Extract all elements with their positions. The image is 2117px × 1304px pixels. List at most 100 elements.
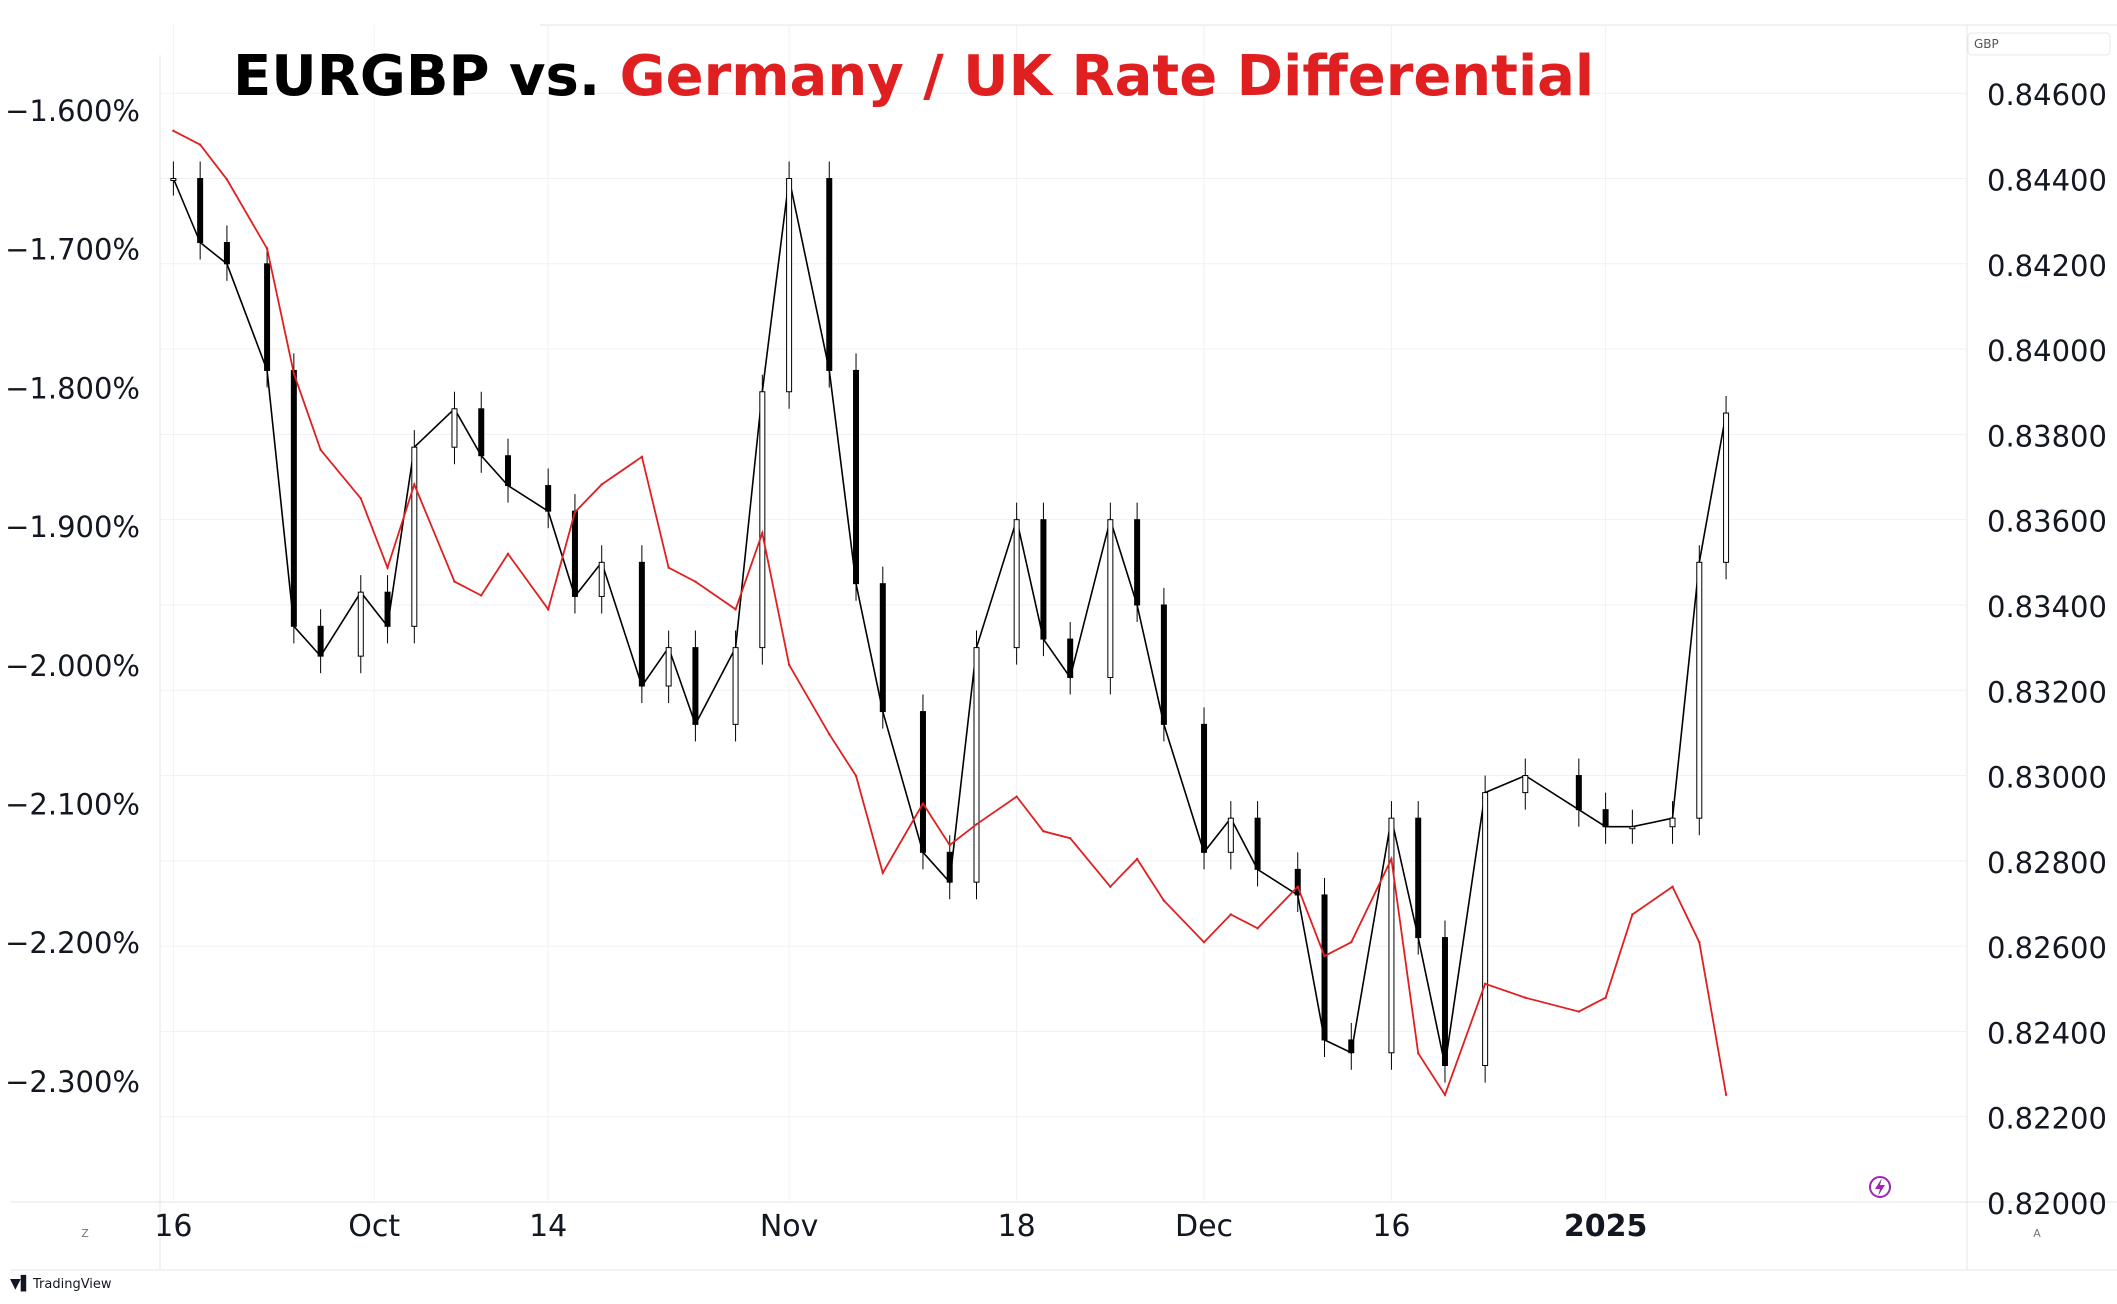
eurgbp-candle xyxy=(759,391,766,649)
left-axis-tick-label: −1.600% xyxy=(5,94,140,128)
rate-differential-point xyxy=(1109,885,1112,888)
tradingview-logo-mark: ▼▌ xyxy=(10,1274,32,1292)
series-layer xyxy=(170,129,1730,1097)
x-axis-tick-label: 16 xyxy=(154,1209,192,1244)
rate-differential-point xyxy=(734,608,737,611)
left-axis-tick-label: −1.700% xyxy=(5,233,140,267)
x-axis-tick-label: 2025 xyxy=(1564,1209,1648,1244)
zoom-corner-label[interactable]: Z xyxy=(81,1227,89,1240)
rate-differential-point xyxy=(265,247,269,250)
rate-differential-point xyxy=(506,552,510,556)
eurgbp-candle xyxy=(264,263,271,371)
rate-differential-point xyxy=(1443,1093,1447,1096)
right-axis-tick-label: 0.83200 xyxy=(1987,675,2107,709)
eurgbp-candle xyxy=(384,591,391,627)
eurgbp-candle xyxy=(1482,792,1489,1067)
right-axis-tick-label: 0.84200 xyxy=(1987,249,2107,283)
eurgbp-candle xyxy=(1040,519,1047,640)
eurgbp-candle xyxy=(411,446,418,627)
rate-differential-point xyxy=(1323,954,1326,958)
rate-differential-point xyxy=(292,372,296,375)
x-axis-tick-label: Nov xyxy=(760,1209,819,1244)
eurgbp-candle xyxy=(223,241,230,265)
rate-differential-point xyxy=(1068,836,1072,840)
rate-differential-point xyxy=(667,566,670,569)
x-axis-tick-label: Oct xyxy=(348,1209,400,1244)
rate-differential-point xyxy=(172,129,175,133)
axis-layer: 0.84600 0.84400 0.84200 0.84000 0.83800 0.836… xyxy=(5,78,2107,1244)
rate-differential-point xyxy=(573,511,577,514)
eurgbp-candle xyxy=(317,625,324,657)
rate-differential-point xyxy=(1202,941,1206,944)
eurgbp-candle xyxy=(571,510,578,597)
eurgbp-candle xyxy=(197,178,204,243)
right-axis-tick-label: 0.82600 xyxy=(1987,931,2107,965)
right-axis-tick-label: 0.83600 xyxy=(1987,505,2107,539)
eurgbp-candle xyxy=(505,455,512,487)
rate-differential-point xyxy=(1390,857,1393,861)
left-axis-tick-label: −2.300% xyxy=(5,1065,140,1099)
chart-title-part-eurgbp: EURGBP vs. xyxy=(233,44,620,109)
eurgbp-candle xyxy=(1201,723,1208,853)
eurgbp-candle xyxy=(786,178,793,393)
grid-layer xyxy=(160,25,1967,1202)
rate-differential-point xyxy=(359,497,362,500)
eurgbp-candle xyxy=(1522,775,1529,794)
lightning-icon[interactable] xyxy=(1869,1176,1891,1198)
eurgbp-candle xyxy=(1415,817,1422,939)
eurgbp-candle xyxy=(826,178,833,371)
eurgbp-candle xyxy=(879,583,886,713)
currency-badge-label: GBP xyxy=(1974,37,1999,51)
right-axis-tick-label: 0.84400 xyxy=(1987,164,2107,198)
rate-differential-point xyxy=(1015,795,1018,798)
eurgbp-candle xyxy=(451,408,458,448)
eurgbp-candle xyxy=(1067,638,1074,678)
rate-differential-point xyxy=(453,580,456,583)
rate-differential-point xyxy=(640,455,644,458)
eurgbp-candle xyxy=(1629,826,1636,830)
right-axis-tick-label: 0.82200 xyxy=(1987,1102,2107,1136)
rate-differential-point xyxy=(413,483,416,486)
eurgbp-candle xyxy=(545,485,552,512)
rate-differential-point xyxy=(480,594,483,597)
rate-differential-point xyxy=(1631,913,1634,916)
eurgbp-candle xyxy=(1227,817,1234,853)
rate-differential-point xyxy=(546,608,550,611)
auto-scale-button[interactable]: A xyxy=(2033,1227,2041,1240)
rate-differential-point xyxy=(225,178,229,181)
eurgbp-candle xyxy=(1134,519,1141,606)
rate-differential-point xyxy=(1483,982,1487,986)
eurgbp-candle xyxy=(1441,937,1448,1067)
rate-differential-point xyxy=(1042,830,1045,833)
tradingview-watermark: TradingView xyxy=(32,1277,112,1292)
eurgbp-candle xyxy=(1160,604,1167,725)
right-axis-tick-label: 0.83000 xyxy=(1987,761,2107,795)
x-axis-tick-label: 16 xyxy=(1372,1209,1410,1244)
eurgbp-candle xyxy=(1669,817,1676,828)
x-axis-tick-label: 18 xyxy=(998,1209,1036,1244)
rate-differential-point xyxy=(828,732,831,736)
chart-title-part-differential: Germany / UK Rate Differential xyxy=(620,44,1594,109)
eurgbp-candle xyxy=(692,647,699,725)
rate-differential-point xyxy=(787,663,791,667)
right-axis-tick-label: 0.83400 xyxy=(1987,590,2107,624)
rate-differential-point xyxy=(1671,885,1674,888)
rate-differential-point xyxy=(1296,885,1299,888)
currency-badge-box[interactable] xyxy=(1967,32,2111,56)
eurgbp-candle xyxy=(1696,561,1703,819)
eurgbp-candle xyxy=(1723,412,1730,563)
rate-differential-point xyxy=(1256,927,1259,930)
eurgbp-candle xyxy=(1254,817,1261,870)
right-axis-tick-label: 0.83800 xyxy=(1987,419,2107,453)
right-axis-tick-label: 0.82400 xyxy=(1987,1016,2107,1050)
rate-differential-point xyxy=(1724,1093,1728,1096)
eurgbp-candle xyxy=(1321,894,1328,1041)
rate-differential-point xyxy=(1698,941,1701,944)
right-axis-tick-label: 0.82000 xyxy=(1987,1187,2107,1221)
eurgbp-candle xyxy=(170,178,177,182)
x-axis-tick-label: 14 xyxy=(529,1209,567,1244)
rate-differential-point xyxy=(386,566,389,569)
right-axis-tick-label: 0.84000 xyxy=(1987,334,2107,368)
left-axis-tick-label: −2.100% xyxy=(5,788,140,822)
